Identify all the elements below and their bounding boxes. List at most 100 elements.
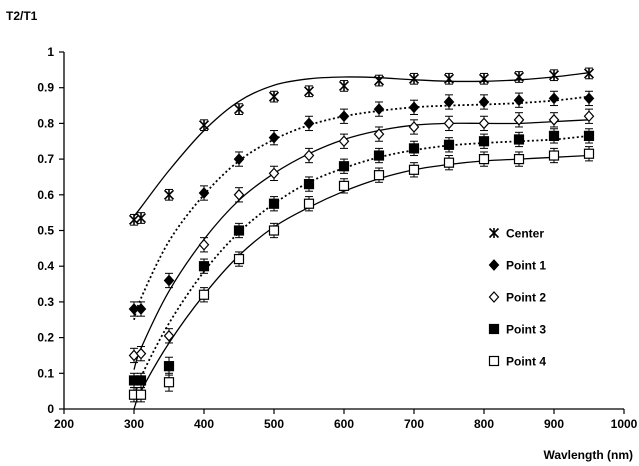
y-axis-title: T2/T1 — [6, 9, 38, 23]
data-point-center — [163, 189, 175, 200]
data-point-center — [548, 70, 560, 81]
data-point-point-4 — [135, 389, 147, 400]
data-point-point-2 — [408, 121, 420, 133]
data-point-point-4 — [338, 180, 350, 191]
data-point-center — [303, 86, 315, 97]
data-point-point-2 — [583, 110, 595, 123]
data-point-point-1 — [303, 117, 315, 130]
y-tick-label: 0.6 — [37, 188, 54, 202]
data-point-center — [408, 73, 420, 84]
x-tick-label: 1000 — [611, 417, 638, 431]
data-point-center — [513, 71, 525, 83]
data-point-point-4 — [198, 289, 210, 300]
legend-marker-point-2 — [488, 291, 500, 303]
y-tick-label: 0.8 — [37, 116, 54, 130]
data-point-point-2 — [478, 117, 490, 130]
data-point-point-3 — [443, 139, 455, 150]
y-tick-label: 0.1 — [37, 366, 54, 380]
data-point-point-1 — [198, 187, 210, 199]
data-point-center — [583, 68, 595, 79]
data-point-point-3 — [338, 161, 350, 172]
data-point-point-3 — [478, 136, 490, 147]
plot-area: 0 0.1 0.2 0.3 0.4 0.5 0.6 0.7 0.8 0.9 1 200 300 400 50… — [37, 45, 637, 431]
fit-line-point-1 — [133, 95, 590, 321]
data-point-point-1 — [135, 303, 147, 315]
data-point-point-3 — [548, 130, 560, 141]
data-point-point-3 — [198, 261, 210, 272]
data-point-point-3 — [163, 361, 175, 372]
data-point-point-2 — [513, 113, 525, 126]
data-point-center — [198, 120, 210, 131]
x-tick-label: 700 — [404, 417, 424, 431]
data-point-point-2 — [373, 128, 385, 141]
data-point-point-4 — [233, 253, 245, 265]
data-point-point-4 — [583, 148, 595, 159]
data-point-point-3 — [373, 150, 385, 161]
data-point-center — [373, 75, 385, 86]
y-tick-label: 0 — [47, 402, 54, 416]
data-point-center — [478, 73, 490, 84]
data-point-point-2 — [198, 238, 210, 251]
legend-label: Point 2 — [506, 291, 546, 305]
data-point-point-1 — [548, 92, 560, 105]
x-tick-label: 300 — [124, 417, 144, 431]
x-tick-label: 800 — [474, 417, 494, 431]
x-axis-title: Wavlength (nm) — [543, 448, 633, 462]
x-tick-label: 200 — [54, 417, 74, 431]
data-point-point-2 — [135, 347, 147, 360]
x-tick-label: 900 — [544, 417, 564, 431]
x-tick-label: 600 — [334, 417, 354, 431]
data-point-point-1 — [163, 274, 175, 287]
data-point-point-4 — [548, 150, 560, 161]
data-point-point-2 — [163, 329, 175, 342]
data-point-point-1 — [128, 303, 140, 315]
data-point-point-4 — [478, 154, 490, 165]
data-point-point-1 — [268, 131, 280, 144]
data-point-point-1 — [233, 153, 245, 165]
legend-marker-point-1 — [488, 259, 500, 271]
data-point-point-3 — [583, 130, 595, 141]
y-tick-label: 0.2 — [37, 331, 54, 345]
y-tick-label: 1 — [47, 45, 54, 59]
data-point-point-3 — [233, 225, 245, 236]
data-point-point-1 — [478, 96, 490, 108]
data-point-point-1 — [338, 110, 350, 123]
legend-marker-center — [488, 227, 500, 239]
legend-marker-point-4 — [488, 355, 500, 367]
data-point-point-1 — [443, 96, 455, 108]
data-point-point-4 — [408, 164, 420, 175]
data-point-center — [268, 91, 280, 102]
y-tick-label: 0.5 — [37, 224, 54, 238]
legend-label: Point 4 — [506, 355, 546, 369]
y-tick-label: 0.9 — [37, 81, 54, 95]
fit-line-center — [133, 72, 590, 217]
data-point-point-3 — [303, 178, 315, 190]
legend-label: Center — [506, 227, 544, 241]
legend-marker-point-3 — [488, 323, 500, 335]
legend-label: Point 3 — [506, 323, 546, 337]
data-point-point-1 — [513, 94, 525, 107]
data-point-point-4 — [163, 377, 175, 388]
data-point-point-3 — [268, 198, 280, 209]
y-tick-label: 0.7 — [37, 152, 54, 166]
x-tick-label: 400 — [194, 417, 214, 431]
data-point-point-1 — [408, 101, 420, 114]
data-point-point-4 — [373, 170, 385, 181]
data-point-point-2 — [233, 188, 245, 201]
x-tick-label: 500 — [264, 417, 284, 431]
data-point-point-3 — [135, 375, 147, 386]
y-tick-label: 0.4 — [37, 259, 54, 273]
data-point-point-4 — [303, 198, 315, 209]
data-point-center — [443, 73, 455, 84]
legend-label: Point 1 — [506, 259, 546, 273]
y-tick-label: 0.3 — [37, 295, 54, 309]
data-point-point-2 — [338, 135, 350, 148]
data-point-point-3 — [408, 143, 420, 154]
data-point-point-1 — [373, 103, 385, 116]
data-point-center — [338, 80, 350, 91]
data-point-point-4 — [513, 154, 525, 165]
data-point-point-2 — [268, 167, 280, 180]
data-point-point-4 — [268, 225, 280, 236]
data-point-point-3 — [513, 134, 525, 145]
